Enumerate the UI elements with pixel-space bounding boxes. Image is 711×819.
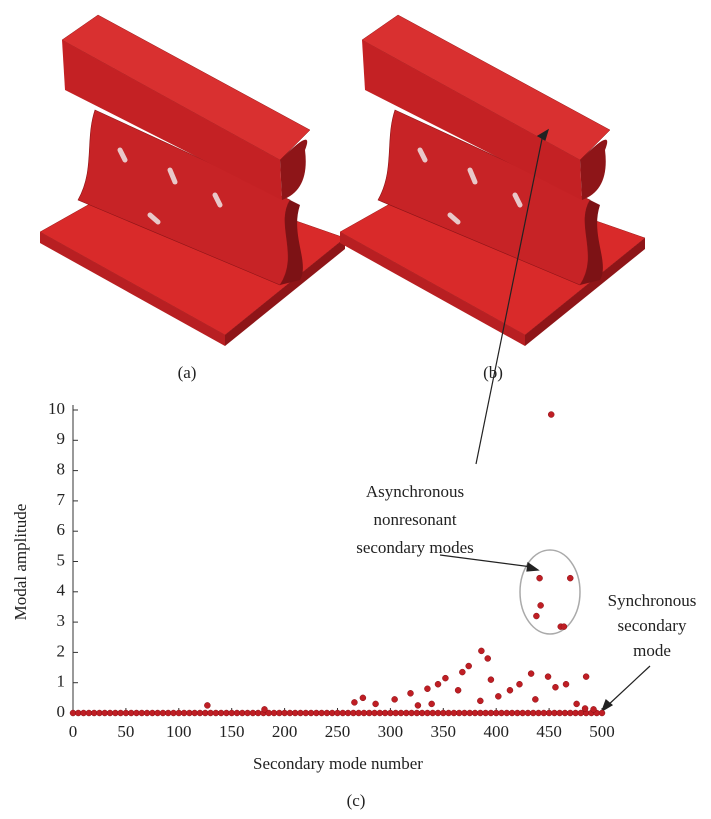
y-tick-label: 9: [57, 429, 66, 448]
y-tick-label: 1: [57, 672, 66, 691]
x-tick-label: 500: [589, 722, 615, 741]
annotation: Synchronous: [608, 591, 697, 610]
annotation: Asynchronous: [366, 482, 464, 501]
point: [582, 705, 588, 711]
point: [477, 698, 483, 704]
y-tick-label: 5: [57, 550, 66, 569]
y-tick-label: 4: [57, 581, 66, 600]
point: [478, 648, 484, 654]
point: [424, 686, 430, 692]
point: [507, 687, 513, 693]
point: [516, 681, 522, 687]
annotation: secondary: [618, 616, 687, 635]
point: [435, 681, 441, 687]
point: [567, 575, 573, 581]
y-tick-label: 7: [57, 490, 66, 509]
x-tick-label: 50: [117, 722, 134, 741]
y-axis-label: Modal amplitude: [11, 504, 30, 621]
x-tick-label: 100: [166, 722, 192, 741]
x-tick-label: 200: [272, 722, 298, 741]
point: [455, 687, 461, 693]
y-tick-label: 6: [57, 520, 66, 539]
panel-label: (a): [178, 363, 197, 382]
point: [204, 702, 210, 708]
point: [528, 671, 534, 677]
point: [466, 663, 472, 669]
x-tick-label: 300: [378, 722, 404, 741]
point: [537, 575, 543, 581]
rail-render-b: [340, 15, 645, 346]
point: [538, 602, 544, 608]
point: [360, 695, 366, 701]
point: [261, 706, 267, 712]
x-tick-label: 450: [536, 722, 562, 741]
point: [415, 702, 421, 708]
page: {"figure_labels": ["(a)", "(b)", "(c)"],…: [0, 0, 711, 819]
highlight-ellipse: [520, 550, 580, 634]
point: [591, 706, 597, 712]
point: [563, 681, 569, 687]
point: [442, 675, 448, 681]
panel-label: (c): [347, 791, 366, 810]
figure: (a) (b) (c) Secondary mode number Modal …: [0, 0, 711, 814]
point: [583, 674, 589, 680]
point: [533, 613, 539, 619]
x-tick-label: 350: [431, 722, 457, 741]
y-tick-label: 3: [57, 611, 66, 630]
point: [552, 684, 558, 690]
point: [485, 655, 491, 661]
annotation: secondary modes: [356, 538, 474, 557]
point: [351, 699, 357, 705]
point: [599, 710, 605, 716]
point: [373, 701, 379, 707]
x-tick-label: 0: [69, 722, 78, 741]
y-tick-label: 2: [57, 641, 66, 660]
x-axis-label: Secondary mode number: [253, 754, 423, 773]
point: [392, 696, 398, 702]
x-tick-label: 250: [325, 722, 351, 741]
point: [408, 690, 414, 696]
point: [532, 696, 538, 702]
y-tick-label: 10: [48, 399, 65, 418]
point: [548, 412, 554, 418]
point: [545, 674, 551, 680]
x-tick-label: 400: [483, 722, 509, 741]
y-tick-label: 8: [57, 460, 66, 479]
annotation: nonresonant: [373, 510, 456, 529]
point: [459, 669, 465, 675]
y-tick-label: 0: [57, 702, 66, 721]
point: [429, 701, 435, 707]
point: [561, 624, 567, 630]
x-tick-label: 150: [219, 722, 245, 741]
annotation: mode: [633, 641, 671, 660]
rail-render-a: [40, 15, 345, 346]
point: [574, 701, 580, 707]
point: [488, 677, 494, 683]
point: [495, 693, 501, 699]
